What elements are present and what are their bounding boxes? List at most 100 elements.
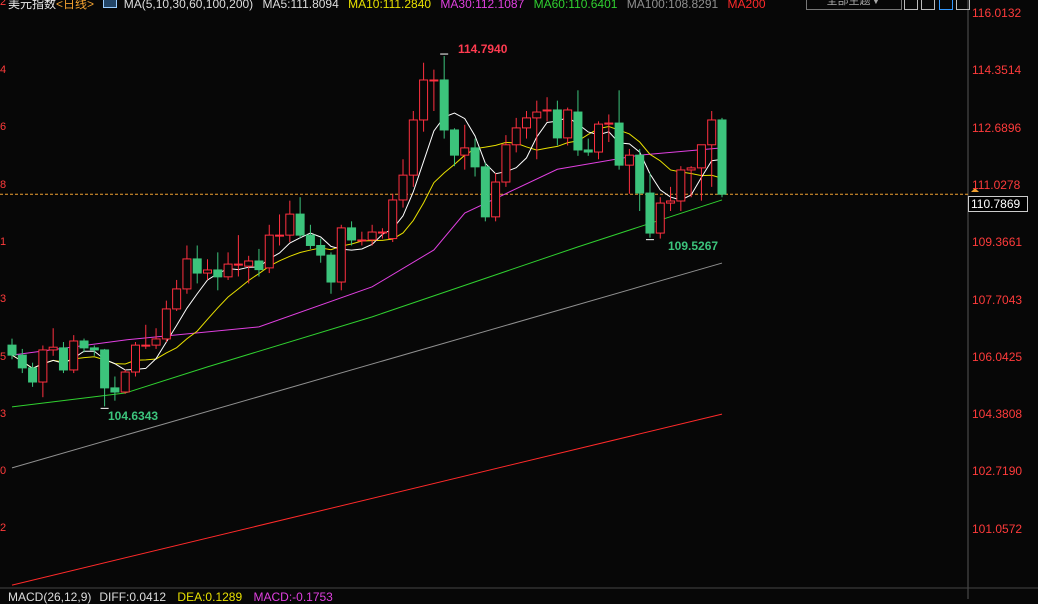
candle-down [573,111,583,151]
candle-up [511,127,521,146]
candle-up [388,199,398,240]
macd-legend: MACD(26,12,9) DIFF:0.0412 DEA:0.1289 MACD… [8,590,341,604]
y-axis-tick: 107.7043 [972,292,1023,307]
low-price-label: 104.6343 [108,409,159,423]
y-axis-tick: 102.7190 [972,464,1023,479]
candle-up [285,213,295,236]
candle-down [552,109,562,139]
candle-up [172,288,182,310]
candle-up [655,202,665,234]
left-axis-tick: 2 [0,522,7,535]
candle-down [79,340,89,349]
candle-up [182,258,192,290]
candle-down [17,354,27,369]
candle-down [254,260,264,271]
candle-up [69,340,79,371]
ma30-line [11,147,723,356]
candle-up [367,231,377,241]
ma10-line [11,125,723,369]
ma30-value: MA30:112.1087 [440,0,525,11]
left-axis-tick: 3 [0,407,7,420]
y-axis-tick: 109.3661 [972,235,1023,250]
candle-up [676,169,686,202]
chart-header: 美元指数<日线> MA(5,10,30,60,100,200) MA5:111.… [8,0,772,12]
high-price-label: 114.7940 [458,42,508,56]
candle-up [542,109,552,112]
ma200-value: MA200 [727,0,766,11]
candle-up [357,239,367,242]
candle-up [532,111,542,119]
macd-value: MACD:-0.1753 [253,590,333,604]
candle-down [480,166,490,218]
candle-down [439,79,449,131]
candle-down [614,122,624,166]
recent-low-label: 109.5267 [668,239,719,253]
candle-up [594,123,604,153]
ma-settings-icon[interactable] [103,0,118,8]
candle-down [192,258,202,274]
macd-dea: DEA:0.1289 [177,590,243,604]
candle-down [295,213,305,236]
ma5-line [11,112,723,371]
macd-diff: DIFF:0.0412 [99,590,167,604]
candle-down [305,234,315,246]
candle-down [326,254,336,283]
ma60-value: MA60:110.6401 [533,0,618,11]
candle-down [449,129,459,156]
candle-up [696,144,706,169]
candle-up [501,144,511,183]
y-axis-tick: 101.0572 [972,521,1023,536]
candle-up [233,263,243,266]
candle-up [120,371,130,393]
current-price-arrow-icon [971,188,979,192]
draw-icon[interactable] [939,0,953,10]
candle-up [38,349,48,383]
candle-up [377,231,387,234]
macd-label: MACD(26,12,9) [8,590,92,604]
candle-down [635,154,645,194]
ma5-value: MA5:111.8094 [262,0,339,11]
grid-icon[interactable] [904,0,918,10]
period-label[interactable]: <日线> [56,0,95,11]
candle-down [717,119,727,195]
candle-down [347,227,357,241]
fit-icon[interactable] [921,0,935,10]
candle-up [398,174,408,201]
candle-up [264,234,274,269]
candle-down [7,344,17,356]
left-axis-tick: 6 [0,121,7,134]
export-icon[interactable] [956,0,970,10]
candle-up [244,260,254,267]
theme-dropdown[interactable]: 全部主题▼ [806,0,902,10]
ma100-line [11,262,723,469]
candle-up [604,122,614,125]
candle-down [28,367,38,383]
candle-down [316,244,326,256]
ma200-line [11,413,723,586]
ma10-value: MA10:111.2840 [348,0,432,11]
y-axis-tick: 106.0425 [972,349,1023,364]
candle-up [707,119,717,146]
ma60-line [11,199,723,408]
left-axis-tick: 4 [0,64,7,76]
candle-up [141,344,151,347]
left-axis-tick: 8 [0,178,7,191]
candle-up [151,338,161,346]
candle-up [460,147,470,156]
y-axis-tick: 116.0132 [972,6,1022,20]
candle-down [213,269,223,278]
candle-up [666,200,676,204]
left-axis-tick: 2 [0,0,7,8]
instrument-title: 美元指数 [8,0,57,11]
y-axis-tick: 112.6896 [972,120,1022,135]
candle-up [624,154,634,166]
candle-up [48,346,58,351]
candle-up [563,109,573,139]
current-price-label: 110.7869 [968,196,1028,212]
candle-up [408,119,418,176]
candle-up [203,269,213,274]
left-axis-tick: 5 [0,350,7,363]
candle-up [275,234,285,237]
candle-down [58,347,68,371]
